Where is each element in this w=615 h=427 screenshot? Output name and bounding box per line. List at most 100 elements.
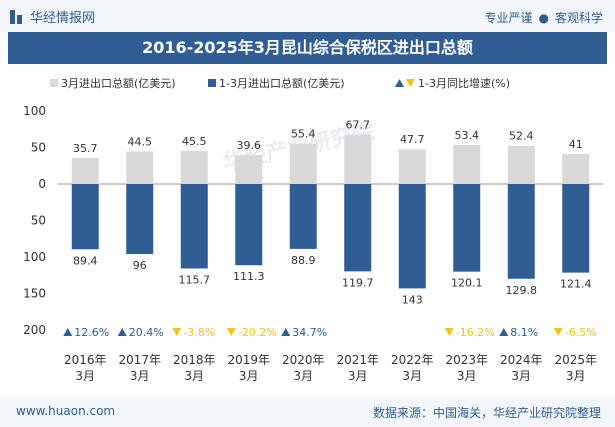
x-tick-label-year: 2024年 bbox=[500, 353, 543, 367]
bar-q1-total bbox=[289, 184, 317, 249]
x-tick-label-month: 3月 bbox=[239, 369, 259, 383]
bar-q1-total bbox=[507, 184, 535, 279]
x-tick-label-year: 2021年 bbox=[336, 353, 379, 367]
growth-label: 12.6% bbox=[74, 326, 109, 339]
data-label-q1: 129.8 bbox=[506, 284, 538, 297]
bar-march-total bbox=[562, 154, 590, 184]
data-label-q1: 143 bbox=[402, 293, 423, 306]
slogan-left: 专业严谨 bbox=[484, 11, 533, 25]
data-label-q1: 89.4 bbox=[73, 254, 98, 267]
growth-up-icon bbox=[117, 328, 127, 336]
bar-march-total bbox=[289, 143, 317, 184]
x-tick-label-year: 2019年 bbox=[227, 353, 270, 367]
bar-q1-total bbox=[126, 184, 154, 255]
growth-label: 20.4% bbox=[129, 326, 164, 339]
bar-q1-total bbox=[398, 184, 426, 289]
x-tick-label-month: 3月 bbox=[511, 369, 531, 383]
y-tick-label: 150 bbox=[23, 287, 46, 301]
data-label-march: 41 bbox=[569, 138, 583, 151]
bar-q1-total bbox=[344, 184, 372, 272]
data-label-q1: 96 bbox=[133, 259, 147, 272]
growth-down-icon bbox=[226, 328, 236, 336]
bar-march-total bbox=[453, 145, 481, 184]
y-tick-label: 100 bbox=[23, 250, 46, 264]
y-tick-label: 100 bbox=[23, 104, 46, 118]
y-tick-label: 0 bbox=[38, 177, 46, 191]
data-label-march: 39.6 bbox=[237, 139, 262, 152]
slogan-right: 客观科学 bbox=[554, 11, 603, 25]
data-label-march: 44.5 bbox=[128, 136, 153, 149]
data-label-q1: 119.7 bbox=[342, 276, 374, 289]
bar-march-total bbox=[507, 145, 535, 184]
x-tick-label-year: 2018年 bbox=[173, 353, 216, 367]
legend-label-growth: 1-3月同比增速(%) bbox=[418, 76, 510, 90]
bar-q1-total bbox=[71, 184, 99, 250]
growth-down-icon bbox=[172, 328, 182, 336]
slogan: 专业严谨 ● 客观科学 bbox=[484, 9, 603, 26]
bar-march-total bbox=[235, 155, 263, 184]
bar-q1-total bbox=[180, 184, 208, 269]
growth-label: -6.5% bbox=[565, 326, 597, 339]
brand-logo[interactable]: 华经情报网 bbox=[10, 7, 95, 26]
bar-q1-total bbox=[235, 184, 263, 266]
legend-label-march: 3月进出口总额(亿美元) bbox=[61, 76, 176, 90]
x-tick-label-month: 3月 bbox=[457, 369, 477, 383]
x-tick-label-year: 2025年 bbox=[554, 353, 597, 367]
bar-march-total bbox=[71, 157, 99, 184]
growth-up-icon bbox=[499, 328, 509, 336]
x-tick-label-month: 3月 bbox=[184, 369, 204, 383]
bar-q1-total bbox=[453, 184, 481, 272]
x-tick-label-month: 3月 bbox=[293, 369, 313, 383]
growth-down-icon bbox=[553, 328, 563, 336]
legend-label-q1: 1-3月进出口总额(亿美元) bbox=[219, 76, 345, 90]
data-label-march: 55.4 bbox=[291, 128, 316, 141]
growth-label: -3.8% bbox=[183, 326, 215, 339]
footer-url[interactable]: www.huaon.com bbox=[16, 404, 116, 418]
data-label-march: 35.7 bbox=[73, 142, 98, 155]
legend-swatch-march bbox=[50, 79, 58, 87]
x-tick-label-month: 3月 bbox=[402, 369, 422, 383]
x-tick-label-month: 3月 bbox=[566, 369, 586, 383]
bar-march-total bbox=[126, 151, 154, 184]
top-bar: 华经情报网 专业严谨 ● 客观科学 bbox=[0, 0, 615, 32]
data-label-march: 45.5 bbox=[182, 135, 207, 148]
data-label-q1: 115.7 bbox=[179, 273, 211, 286]
footer-source: 数据来源：中国海关，华经产业研究院整理 bbox=[372, 406, 601, 420]
x-tick-label-year: 2020年 bbox=[282, 353, 325, 367]
bar-march-total bbox=[398, 149, 426, 184]
x-tick-label-year: 2022年 bbox=[391, 353, 434, 367]
chart: 华经产业研究院3月进出口总额(亿美元)1-3月进出口总额(亿美元)1-3月同比增… bbox=[23, 76, 603, 383]
x-tick-label-year: 2016年 bbox=[64, 353, 107, 367]
growth-label: -16.2% bbox=[456, 326, 495, 339]
bar-q1-total bbox=[562, 184, 590, 273]
x-tick-label-year: 2023年 bbox=[445, 353, 488, 367]
chart-title: 2016-2025年3月昆山综合保税区进出口总额 bbox=[8, 32, 607, 64]
x-tick-label-year: 2017年 bbox=[118, 353, 161, 367]
growth-up-icon bbox=[281, 328, 291, 336]
x-tick-label-month: 3月 bbox=[75, 369, 95, 383]
bar-march-total bbox=[180, 150, 208, 184]
growth-up-icon bbox=[63, 328, 73, 336]
data-label-q1: 111.3 bbox=[233, 270, 265, 283]
legend-triangle-up-icon bbox=[395, 79, 404, 87]
brand-name: 华经情报网 bbox=[30, 11, 96, 26]
data-label-march: 67.7 bbox=[346, 119, 371, 132]
data-label-q1: 120.1 bbox=[451, 277, 483, 290]
x-tick-label-month: 3月 bbox=[348, 369, 368, 383]
growth-down-icon bbox=[444, 328, 454, 336]
footer: www.huaon.com 数据来源：中国海关，华经产业研究院整理 bbox=[0, 396, 615, 427]
data-label-q1: 88.9 bbox=[291, 254, 316, 267]
data-label-q1: 121.4 bbox=[560, 278, 592, 291]
legend-triangle-down-icon bbox=[406, 79, 415, 87]
bar-chart-icon bbox=[10, 9, 24, 24]
legend-swatch-q1 bbox=[208, 79, 216, 87]
data-label-march: 52.4 bbox=[509, 130, 534, 143]
data-label-march: 53.4 bbox=[455, 129, 480, 142]
y-tick-label: 50 bbox=[31, 141, 46, 155]
y-tick-label: 200 bbox=[23, 323, 46, 337]
growth-label: 34.7% bbox=[292, 326, 327, 339]
x-tick-label-month: 3月 bbox=[130, 369, 150, 383]
growth-label: 8.1% bbox=[510, 326, 538, 339]
bar-march-total bbox=[344, 134, 372, 184]
growth-label: -20.2% bbox=[238, 326, 277, 339]
